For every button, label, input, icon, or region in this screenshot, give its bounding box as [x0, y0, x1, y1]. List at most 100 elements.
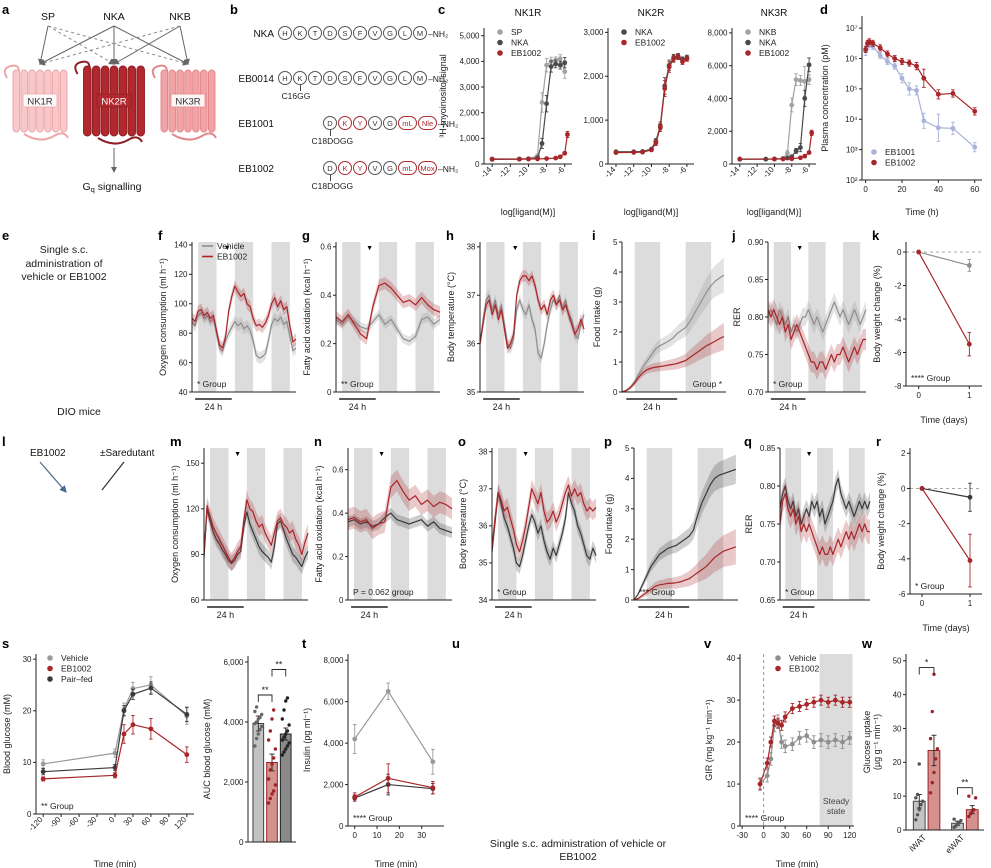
chart-oxygen-consumption-saredutant: 60 90 120 150 24 h Oxygen consumption (ml h⁻¹…: [170, 448, 309, 620]
peptide-row-NKA: NKA H K T D S F V G L M –NH₂: [232, 26, 458, 71]
svg-text:RER: RER: [732, 307, 742, 327]
svg-text:*: *: [925, 658, 929, 668]
svg-text:Insulin (pg ml⁻¹): Insulin (pg ml⁻¹): [302, 708, 312, 772]
chart-rer-saredutant: 0.65 0.70 0.75 0.80 0.85 24 h RER ▼ * Group: [744, 444, 871, 620]
svg-text:20: 20: [727, 738, 736, 747]
panel-letter-o: o: [458, 434, 466, 449]
svg-text:**: **: [961, 778, 969, 788]
panel-k-body-weight-change: k 0 -2 -4 -6 -8 0 1 Time (days) Body weight chan…: [872, 228, 988, 426]
peptide-row-EB0014: EB0014 H K T D S F V G L M –NH₂ C16GG: [232, 71, 458, 116]
svg-text:0: 0: [916, 391, 921, 400]
svg-text:38: 38: [467, 243, 476, 252]
svg-text:³H-myoinositol signal: ³H-myoinositol signal: [438, 54, 448, 138]
svg-text:0: 0: [27, 810, 32, 819]
svg-text:-8: -8: [659, 165, 671, 177]
svg-text:10⁴: 10⁴: [845, 115, 858, 124]
svg-text:10: 10: [727, 780, 736, 789]
svg-text:NK3R: NK3R: [761, 8, 788, 19]
panel-w-glucose-uptake: w 0 10 20 30 40 50 iWAT eWAT * ** Glucose uptake (µ…: [862, 636, 990, 868]
svg-text:140: 140: [174, 241, 188, 250]
svg-text:log[ligand(M)]: log[ligand(M)]: [501, 207, 556, 217]
svg-text:EB1002: EB1002: [217, 252, 248, 262]
svg-text:24 h: 24 h: [349, 402, 367, 412]
panel-letter-r: r: [876, 434, 882, 449]
svg-text:**** Group: **** Group: [745, 813, 784, 823]
receptor-signalling-diagram: SP NKA NKB NK1R NK3R NK2R Gq signalling: [3, 11, 217, 194]
svg-text:0.65: 0.65: [760, 596, 776, 605]
svg-text:Time (min): Time (min): [776, 859, 819, 868]
svg-text:Food intake (g): Food intake (g): [592, 287, 602, 348]
svg-text:37: 37: [479, 485, 488, 494]
svg-text:6,000: 6,000: [223, 658, 244, 667]
svg-text:30: 30: [781, 831, 790, 840]
svg-text:5: 5: [625, 444, 630, 453]
panel-f-oxygen-consumption: f 40 60 80 100 120 140 24 h Oxygen consumption …: [158, 228, 300, 426]
panel-letter-v: v: [704, 636, 712, 651]
svg-text:10³: 10³: [846, 145, 858, 154]
svg-text:2: 2: [625, 535, 630, 544]
chart-fatty-acid-oxidation: 0 0.2 0.4 0.6 24 h Fatty acid oxidation (kcal…: [302, 242, 441, 412]
panel-letter-w: w: [862, 636, 873, 651]
svg-text:24 h: 24 h: [790, 610, 808, 620]
svg-text:* Group: * Group: [197, 379, 227, 389]
panel-letter-g: g: [302, 228, 310, 243]
svg-text:-30: -30: [736, 831, 748, 840]
panel-s-auc: 0 2,000 4,000 6,000 ** ** AUC blood glucose (m…: [202, 636, 300, 868]
svg-text:0: 0: [920, 599, 925, 608]
svg-text:80: 80: [179, 329, 188, 338]
svg-text:0.85: 0.85: [748, 275, 764, 284]
svg-text:Blood glucose (mM): Blood glucose (mM): [2, 694, 12, 774]
svg-text:Vehicle: Vehicle: [217, 241, 245, 251]
svg-text:1,000: 1,000: [459, 134, 480, 143]
svg-text:35: 35: [479, 559, 488, 568]
panel-h-body-temperature: h 35 36 37 38 24 h Body temperature (°C) ▼: [446, 228, 588, 426]
chart-food-intake-saredutant: 0 1 2 3 4 5 24 h Food intake (g) *** Group: [604, 444, 738, 620]
svg-text:24 h: 24 h: [655, 610, 673, 620]
svg-text:30: 30: [893, 724, 902, 733]
svg-text:RER: RER: [744, 514, 754, 534]
svg-text:2,000: 2,000: [323, 780, 344, 789]
panel-letter-d: d: [820, 2, 828, 17]
svg-text:0: 0: [599, 160, 604, 169]
svg-text:2: 2: [901, 449, 906, 458]
panel-v-gir: v Steady state 0 10 20 30 40 -30 0 30 60 90 120 Time …: [704, 636, 860, 868]
svg-text:NK3R: NK3R: [175, 97, 200, 108]
svg-text:36: 36: [467, 339, 476, 348]
panel-letter-t: t: [302, 636, 307, 651]
svg-text:0: 0: [625, 596, 630, 605]
panel-letter-p: p: [604, 434, 612, 449]
panel-letter-h: h: [446, 228, 454, 243]
svg-text:NK2R: NK2R: [101, 97, 126, 108]
clamp-setup-illustration: [452, 644, 704, 834]
panel-l-saredutant-diagram: l EB1002 ±Saredutant: [2, 434, 168, 632]
svg-text:Time (h): Time (h): [905, 207, 938, 217]
svg-text:NKA: NKA: [103, 11, 125, 23]
svg-text:GIR (mg kg⁻¹ min⁻¹): GIR (mg kg⁻¹ min⁻¹): [704, 699, 714, 781]
svg-text:Food intake (g): Food intake (g): [604, 494, 614, 555]
svg-text:20: 20: [898, 185, 907, 194]
svg-text:AUC blood glucose (mM): AUC blood glucose (mM): [202, 699, 212, 800]
svg-text:EB1002: EB1002: [61, 664, 92, 674]
chart-auc-blood-glucose: 0 2,000 4,000 6,000 ** ** AUC blood glucose (m…: [202, 656, 296, 847]
svg-text:2,000: 2,000: [583, 72, 604, 81]
svg-text:Gq signalling: Gq signalling: [82, 181, 141, 194]
lipidation-tag: C18DOGG: [312, 130, 353, 146]
panel-letter-e: e: [2, 228, 10, 243]
svg-text:2: 2: [613, 328, 618, 337]
svg-text:8,000: 8,000: [323, 656, 344, 665]
svg-text:3: 3: [613, 298, 618, 307]
svg-text:*** Group: *** Group: [639, 587, 675, 597]
svg-text:34: 34: [479, 596, 488, 605]
svg-text:NKA: NKA: [759, 38, 777, 48]
svg-text:90: 90: [824, 831, 833, 840]
panel-letter-b: b: [230, 2, 238, 17]
svg-text:log[ligand(M)]: log[ligand(M)]: [747, 207, 802, 217]
svg-text:**: **: [275, 660, 283, 670]
svg-text:3: 3: [625, 505, 630, 514]
svg-text:1: 1: [968, 599, 973, 608]
panel-letter-m: m: [170, 434, 182, 449]
